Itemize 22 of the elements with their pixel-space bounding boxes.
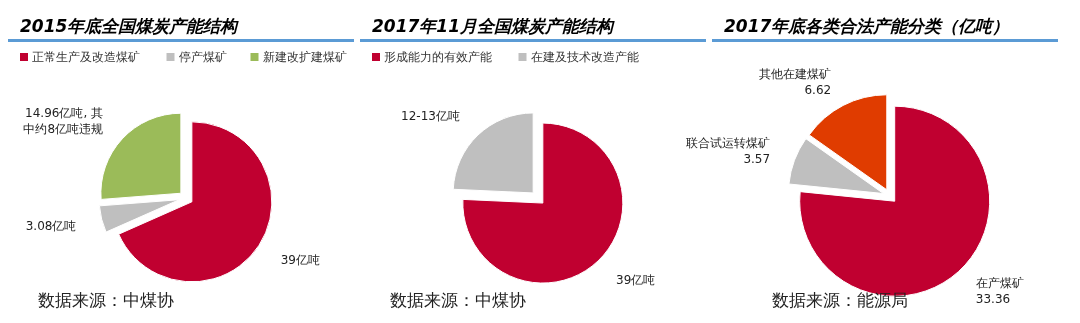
source-note: 数据来源：能源局 (772, 290, 908, 310)
chart-title: 2017年底各类合法产能分类（亿吨） (724, 16, 1010, 36)
chart-title: 2017年11月全国煤炭产能结构 (372, 16, 615, 36)
slice-label: 联合试运转煤矿 (686, 136, 771, 151)
source-note: 数据来源：中煤协 (390, 290, 526, 310)
source-note: 数据来源：中煤协 (38, 290, 174, 310)
legend-label: 新建改扩建煤矿 (262, 50, 347, 64)
data-label: 12-13亿吨 (401, 109, 460, 124)
slice-label: 其他在建煤矿 (759, 67, 832, 82)
data-label: 39亿吨 (616, 272, 656, 287)
data-label: 3.08亿吨 (25, 218, 77, 233)
legend-label: 形成能力的有效产能 (384, 50, 492, 64)
legend-label: 正常生产及改造煤矿 (32, 50, 140, 64)
data-label: 33.36 (975, 291, 1011, 306)
chart-title: 2015年底全国煤炭产能结构 (20, 16, 240, 36)
data-label: 39亿吨 (280, 252, 320, 267)
legend-label: 停产煤矿 (178, 50, 227, 64)
data-label: 14.96亿吨, 其中约8亿吨违规 (23, 106, 104, 137)
data-label: 6.62 (804, 83, 832, 98)
legend-label: 在建及技术改造产能 (530, 50, 639, 64)
data-label: 3.57 (743, 152, 771, 167)
slice-label: 在产煤矿 (975, 275, 1024, 290)
